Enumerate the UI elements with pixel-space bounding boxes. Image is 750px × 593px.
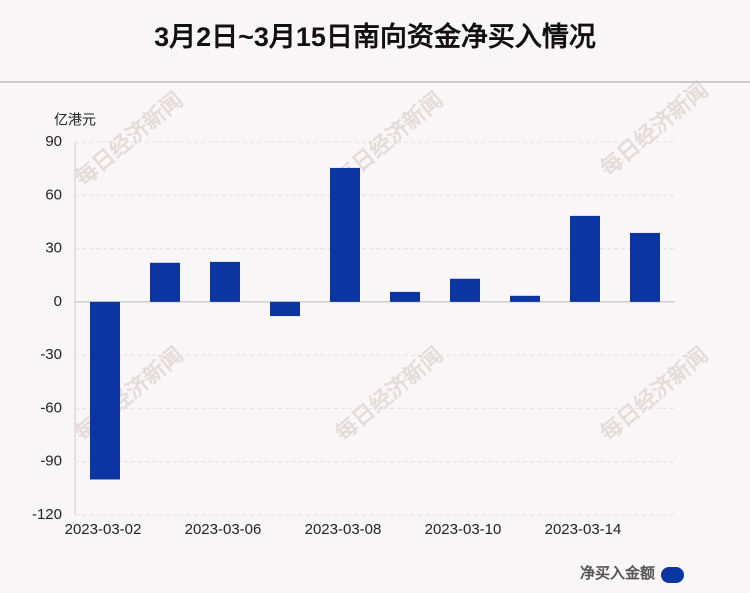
y-tick-label: -120 xyxy=(32,506,62,523)
y-tick-label: 30 xyxy=(45,240,62,257)
bar xyxy=(210,261,240,302)
bar xyxy=(330,167,360,302)
x-tick-label: 2023-03-10 xyxy=(425,521,502,538)
y-tick-label: 60 xyxy=(45,186,62,203)
x-tick-label: 2023-03-14 xyxy=(545,521,622,538)
bar xyxy=(90,301,120,480)
y-tick-label: 90 xyxy=(45,133,62,150)
y-axis-label: 亿港元 xyxy=(54,112,96,128)
bar xyxy=(630,232,660,302)
bar xyxy=(390,291,420,302)
y-tick-label: 0 xyxy=(54,293,62,310)
y-tick-label: -30 xyxy=(40,346,62,363)
y-tick-label: -90 xyxy=(40,453,62,470)
chart-title: 3月2日~3月15日南向资金净买入情况 xyxy=(154,21,596,52)
legend-label: 净买入金额 xyxy=(580,564,655,582)
bar xyxy=(450,278,480,302)
bar xyxy=(510,295,540,302)
x-tick-label: 2023-03-06 xyxy=(185,521,262,538)
legend-swatch xyxy=(661,567,684,583)
bar xyxy=(570,215,600,302)
x-tick-label: 2023-03-02 xyxy=(65,521,142,538)
bar xyxy=(150,262,180,302)
bar xyxy=(270,301,300,317)
y-tick-label: -60 xyxy=(40,399,62,416)
x-tick-label: 2023-03-08 xyxy=(305,521,382,538)
